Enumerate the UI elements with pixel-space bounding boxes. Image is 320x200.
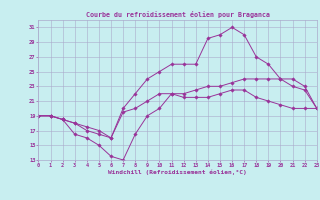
Title: Courbe du refroidissement éolien pour Braganca: Courbe du refroidissement éolien pour Br…	[86, 11, 270, 18]
X-axis label: Windchill (Refroidissement éolien,°C): Windchill (Refroidissement éolien,°C)	[108, 169, 247, 175]
